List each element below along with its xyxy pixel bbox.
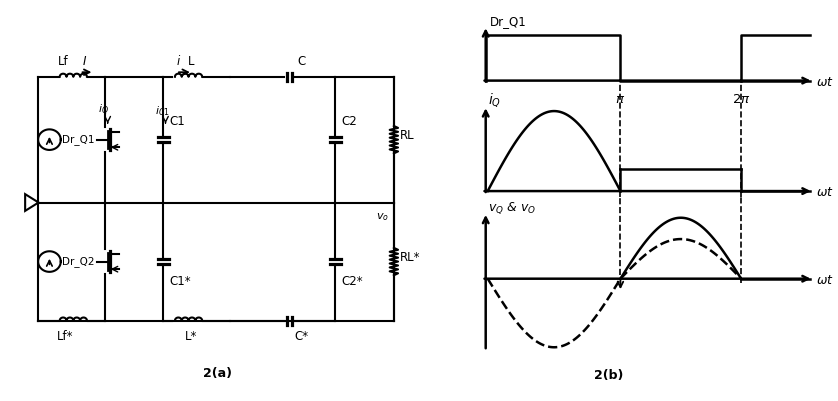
Text: RL: RL — [401, 130, 415, 142]
Text: $i_{C1}$: $i_{C1}$ — [155, 104, 170, 117]
Text: $i_Q$: $i_Q$ — [99, 102, 109, 117]
Text: Lf: Lf — [58, 55, 68, 69]
Text: $2\pi$: $2\pi$ — [732, 93, 750, 106]
Text: $I$: $I$ — [82, 55, 87, 69]
Text: L*: L* — [184, 330, 197, 343]
Text: C1: C1 — [169, 115, 185, 128]
Text: $\pi$: $\pi$ — [615, 93, 625, 106]
Text: Dr_Q2: Dr_Q2 — [62, 256, 95, 267]
Text: $\omega t$: $\omega t$ — [815, 76, 833, 89]
Text: 2(b): 2(b) — [593, 369, 623, 382]
Text: $i$: $i$ — [176, 55, 181, 69]
Text: C2*: C2* — [342, 275, 363, 288]
Text: $\omega t$: $\omega t$ — [815, 274, 833, 287]
Text: Lf*: Lf* — [57, 330, 73, 343]
Text: C: C — [297, 55, 306, 69]
Text: $i_Q$: $i_Q$ — [488, 91, 501, 109]
Text: Dr_Q1: Dr_Q1 — [62, 134, 95, 145]
Text: $v_Q$ & $v_O$: $v_Q$ & $v_O$ — [488, 200, 536, 216]
Text: C*: C* — [295, 330, 308, 343]
Text: L: L — [188, 55, 194, 69]
Text: C2: C2 — [342, 115, 357, 128]
Text: $v_o$: $v_o$ — [376, 211, 389, 223]
Text: 2(a): 2(a) — [204, 367, 232, 380]
Text: RL*: RL* — [401, 251, 421, 264]
Text: C1*: C1* — [169, 275, 191, 288]
Text: Dr_Q1: Dr_Q1 — [489, 15, 526, 28]
Text: $\omega t$: $\omega t$ — [815, 186, 833, 199]
